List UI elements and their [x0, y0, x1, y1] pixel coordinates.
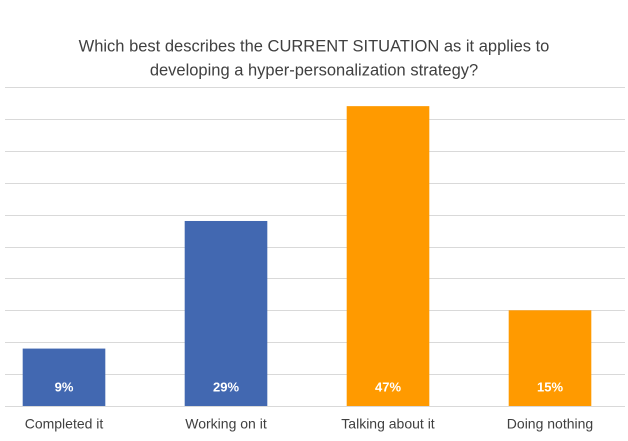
x-tick-label: Completed it — [25, 416, 104, 432]
x-tick-label: Doing nothing — [507, 416, 593, 432]
value-label: 9% — [55, 379, 74, 394]
value-label: 15% — [537, 379, 563, 394]
bar — [508, 310, 592, 406]
x-tick-label: Working on it — [185, 416, 267, 432]
bar — [346, 106, 430, 406]
chart-title: developing a hyper-personalization strat… — [150, 61, 478, 79]
bar — [22, 348, 106, 406]
x-tick-label: Talking about it — [341, 416, 435, 432]
value-label: 29% — [213, 379, 239, 394]
value-label: 47% — [375, 379, 401, 394]
bar — [184, 220, 268, 406]
chart-title: Which best describes the CURRENT SITUATI… — [79, 37, 550, 55]
